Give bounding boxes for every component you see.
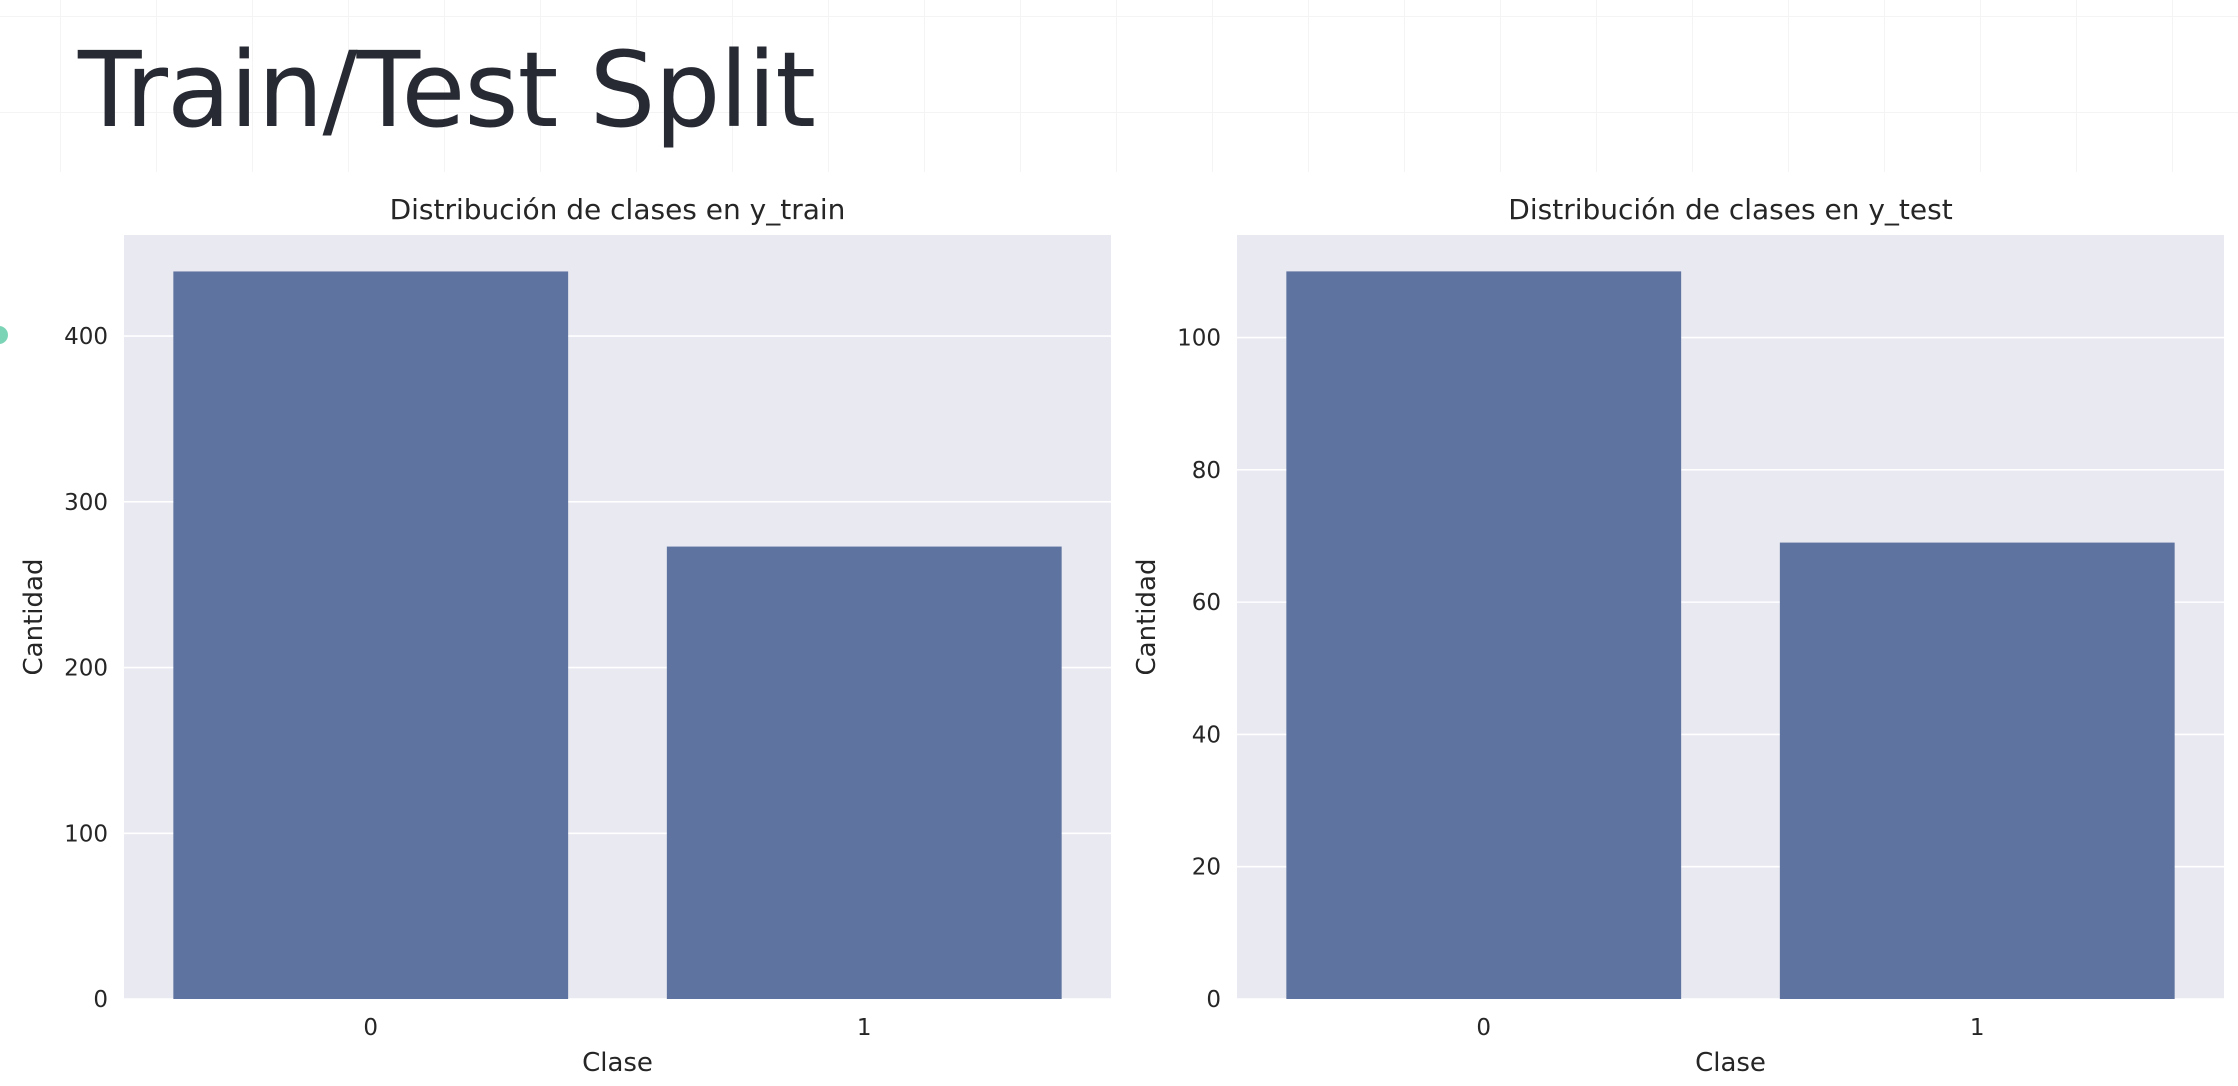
x-tick-label: 0	[1476, 1015, 1491, 1041]
y-tick-label: 40	[1192, 722, 1221, 748]
y-tick-label: 0	[93, 987, 108, 1013]
y-tick-label: 100	[64, 821, 108, 847]
y-tick-label: 0	[1206, 987, 1221, 1013]
y-tick-label: 200	[64, 656, 108, 682]
y-axis-label: Cantidad	[1132, 559, 1162, 676]
y-axis-label: Cantidad	[19, 559, 49, 676]
chart-title: Distribución de clases en y_test	[1508, 193, 1952, 226]
y-tick-label: 400	[64, 324, 108, 350]
bar-chart-y-test: 0 20 40 60 80 100 0 1 Distribución de clases en …	[1132, 193, 2224, 1078]
y-tick-label: 80	[1192, 458, 1221, 484]
y-tick-label: 20	[1192, 855, 1221, 881]
bar-1	[666, 546, 1062, 999]
y-tick-label: 300	[64, 490, 108, 516]
charts-figure: 0 100 200 300 400 0 1 Distribución de clases en…	[0, 172, 2238, 1086]
bar-chart-y-train: 0 100 200 300 400 0 1 Distribución de clases en…	[19, 193, 1111, 1078]
x-tick-label: 1	[857, 1015, 872, 1041]
page-title: Train/Test Split	[78, 29, 816, 151]
x-tick-label: 1	[1970, 1015, 1985, 1041]
chart-title: Distribución de clases en y_train	[390, 193, 846, 226]
slide-marker-icon	[0, 326, 8, 344]
x-axis-label: Clase	[1695, 1048, 1766, 1078]
y-tick-label: 100	[1177, 326, 1221, 352]
x-tick-label: 0	[363, 1015, 378, 1041]
bar-0	[1286, 271, 1682, 999]
x-axis-label: Clase	[582, 1048, 653, 1078]
y-tick-label: 60	[1192, 590, 1221, 616]
bar-0	[173, 271, 569, 1000]
bar-1	[1779, 542, 2175, 999]
